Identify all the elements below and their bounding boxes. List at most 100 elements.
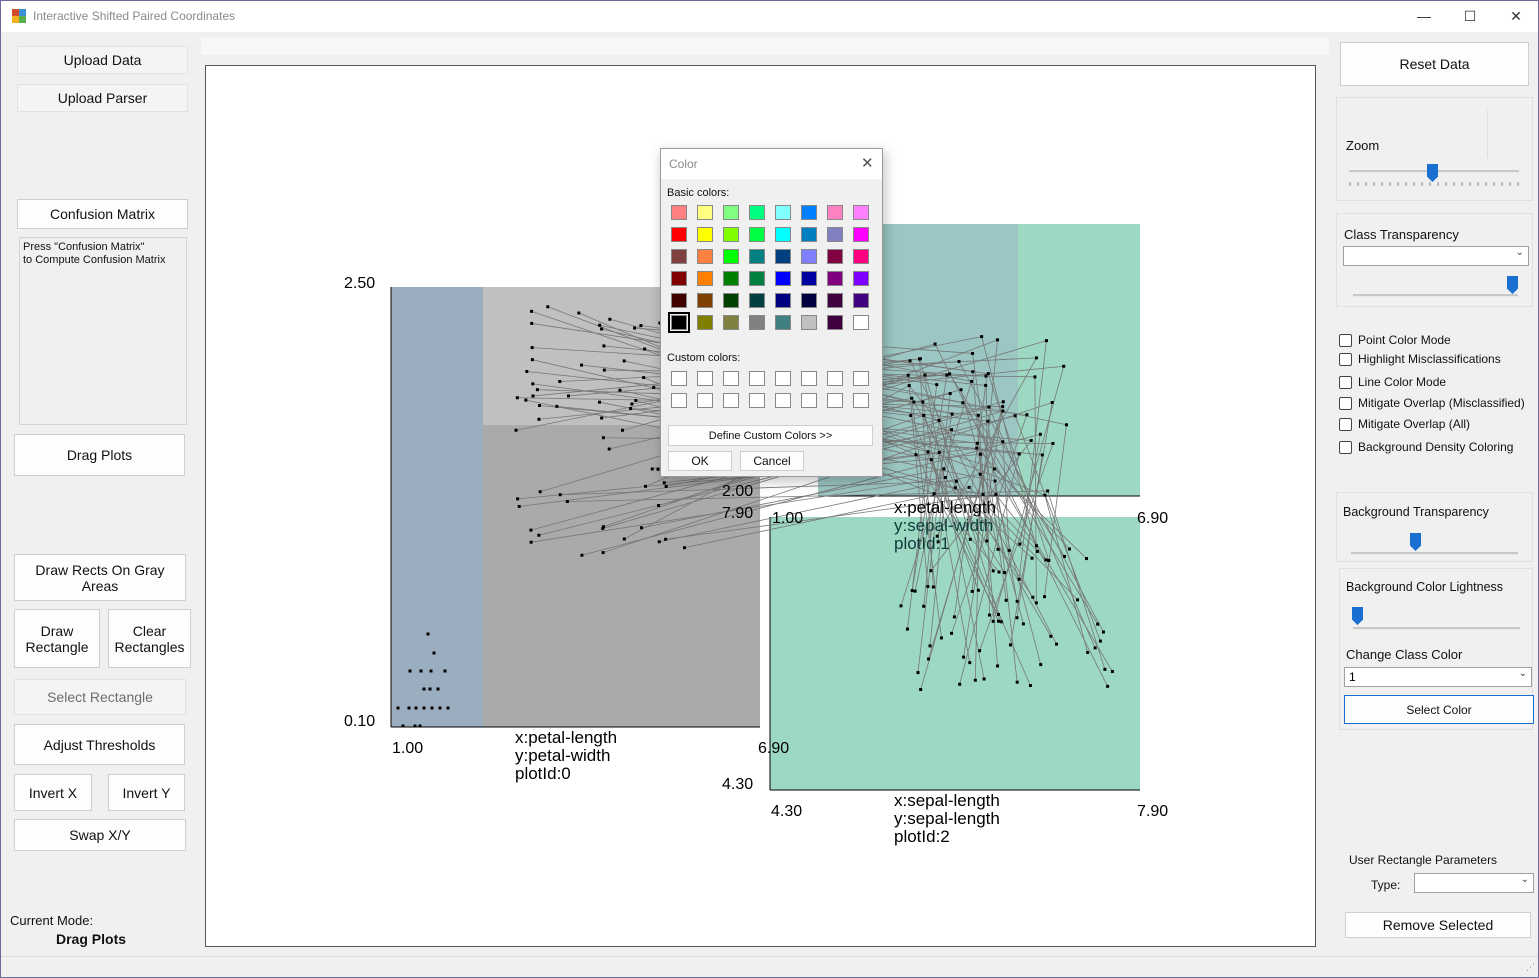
resize-grip-icon[interactable]: ⋰ — [1526, 962, 1535, 972]
basic-color-swatch[interactable] — [723, 227, 739, 242]
basic-color-swatch[interactable] — [775, 293, 791, 308]
basic-color-swatch[interactable] — [749, 227, 765, 242]
basic-color-swatch[interactable] — [827, 205, 843, 220]
basic-color-swatch[interactable] — [671, 249, 687, 264]
draw-rects-gray-button[interactable]: Draw Rects On Gray Areas — [14, 554, 186, 601]
upload-data-button[interactable]: Upload Data — [17, 46, 188, 74]
basic-color-swatch[interactable] — [801, 315, 817, 330]
custom-color-swatch[interactable] — [801, 371, 817, 386]
dialog-close-icon[interactable]: ✕ — [861, 155, 874, 172]
basic-color-swatch[interactable] — [671, 293, 687, 308]
basic-color-swatch[interactable] — [801, 271, 817, 286]
checkbox[interactable] — [1339, 440, 1352, 454]
reset-data-button[interactable]: Reset Data — [1340, 42, 1529, 86]
swap-xy-button[interactable]: Swap X/Y — [14, 819, 186, 851]
define-custom-colors-button[interactable]: Define Custom Colors >> — [668, 425, 873, 446]
basic-color-swatch[interactable] — [853, 205, 869, 220]
invert-x-button[interactable]: Invert X — [14, 774, 92, 811]
minimize-icon[interactable]: — — [1417, 8, 1431, 24]
bg-lightness-thumb[interactable] — [1352, 607, 1363, 625]
basic-color-swatch[interactable] — [697, 205, 713, 220]
basic-color-swatch[interactable] — [827, 315, 843, 330]
zoom-slider-thumb[interactable] — [1427, 164, 1438, 182]
basic-color-swatch[interactable] — [697, 227, 713, 242]
custom-color-swatch[interactable] — [853, 393, 869, 408]
custom-color-swatch[interactable] — [671, 371, 687, 386]
basic-color-swatch[interactable] — [749, 205, 765, 220]
basic-color-swatch[interactable] — [749, 293, 765, 308]
basic-color-swatch[interactable] — [723, 249, 739, 264]
basic-color-swatch[interactable] — [749, 249, 765, 264]
checkbox[interactable] — [1339, 396, 1352, 410]
custom-color-swatch[interactable] — [749, 393, 765, 408]
custom-color-swatch[interactable] — [723, 371, 739, 386]
custom-color-swatch[interactable] — [723, 393, 739, 408]
confusion-matrix-button[interactable]: Confusion Matrix — [17, 199, 188, 229]
basic-color-swatch[interactable] — [775, 205, 791, 220]
checkbox[interactable] — [1339, 333, 1352, 347]
basic-color-swatch[interactable] — [697, 249, 713, 264]
checkbox-row[interactable]: Point Color Mode — [1339, 333, 1451, 347]
cancel-button[interactable]: Cancel — [740, 451, 804, 471]
class-transparency-thumb[interactable] — [1507, 276, 1518, 294]
checkbox-row[interactable]: Line Color Mode — [1339, 375, 1446, 389]
checkbox[interactable] — [1339, 417, 1352, 431]
custom-color-swatch[interactable] — [801, 393, 817, 408]
basic-color-swatch[interactable] — [671, 271, 687, 286]
checkbox-row[interactable]: Highlight Misclassifications — [1339, 352, 1501, 366]
maximize-icon[interactable]: ☐ — [1463, 8, 1477, 24]
basic-color-swatch[interactable] — [827, 293, 843, 308]
adjust-thresholds-button[interactable]: Adjust Thresholds — [14, 724, 185, 765]
basic-color-swatch[interactable] — [801, 205, 817, 220]
upload-parser-button[interactable]: Upload Parser — [17, 84, 188, 112]
basic-color-swatch[interactable] — [723, 293, 739, 308]
class-transparency-select[interactable]: ⌄ — [1343, 246, 1529, 266]
basic-color-swatch[interactable] — [723, 315, 739, 330]
bg-lightness-track[interactable] — [1353, 627, 1520, 630]
basic-color-swatch[interactable] — [723, 271, 739, 286]
custom-color-swatch[interactable] — [697, 393, 713, 408]
checkbox-row[interactable]: Mitigate Overlap (All) — [1339, 417, 1470, 431]
custom-color-swatch[interactable] — [775, 371, 791, 386]
basic-color-swatch[interactable] — [749, 315, 765, 330]
basic-color-swatch[interactable] — [827, 271, 843, 286]
select-color-button[interactable]: Select Color — [1344, 695, 1534, 724]
basic-color-swatch[interactable] — [697, 271, 713, 286]
basic-color-swatch[interactable] — [853, 315, 869, 330]
basic-color-swatch[interactable] — [775, 315, 791, 330]
custom-color-swatch[interactable] — [749, 371, 765, 386]
basic-color-swatch[interactable] — [697, 315, 713, 330]
basic-color-swatch[interactable] — [697, 293, 713, 308]
invert-y-button[interactable]: Invert Y — [108, 774, 185, 811]
custom-color-swatch[interactable] — [827, 371, 843, 386]
basic-color-swatch[interactable] — [853, 271, 869, 286]
bg-transparency-track[interactable] — [1351, 552, 1518, 555]
custom-color-swatch[interactable] — [853, 371, 869, 386]
ok-button[interactable]: OK — [668, 451, 732, 471]
class-color-select[interactable]: 1 ⌄ — [1344, 667, 1532, 687]
basic-color-swatch[interactable] — [668, 312, 690, 333]
custom-color-swatch[interactable] — [671, 393, 687, 408]
basic-color-swatch[interactable] — [827, 249, 843, 264]
custom-color-swatch[interactable] — [827, 393, 843, 408]
select-rectangle-button[interactable]: Select Rectangle — [14, 679, 186, 715]
basic-color-swatch[interactable] — [723, 205, 739, 220]
close-icon[interactable]: ✕ — [1510, 8, 1522, 24]
checkbox-row[interactable]: Background Density Coloring — [1339, 440, 1513, 454]
remove-selected-button[interactable]: Remove Selected — [1345, 912, 1531, 938]
checkbox[interactable] — [1339, 352, 1352, 366]
basic-color-swatch[interactable] — [775, 271, 791, 286]
drag-plots-button[interactable]: Drag Plots — [14, 434, 185, 476]
basic-color-swatch[interactable] — [671, 227, 687, 242]
basic-color-swatch[interactable] — [853, 293, 869, 308]
basic-color-swatch[interactable] — [775, 249, 791, 264]
basic-color-swatch[interactable] — [671, 205, 687, 220]
custom-color-swatch[interactable] — [775, 393, 791, 408]
basic-color-swatch[interactable] — [801, 227, 817, 242]
draw-rectangle-button[interactable]: Draw Rectangle — [14, 609, 100, 668]
basic-color-swatch[interactable] — [853, 227, 869, 242]
checkbox-row[interactable]: Mitigate Overlap (Misclassified) — [1339, 396, 1525, 410]
checkbox[interactable] — [1339, 375, 1352, 389]
type-select[interactable]: ⌄ — [1414, 873, 1534, 893]
bg-transparency-thumb[interactable] — [1410, 533, 1421, 551]
